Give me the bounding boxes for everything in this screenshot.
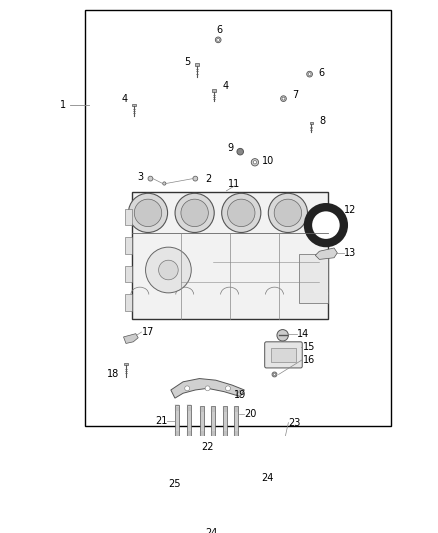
Circle shape (228, 199, 255, 227)
Bar (271, 348, 296, 362)
Bar (125, 209, 132, 225)
Bar (187, 405, 191, 437)
Text: 23: 23 (289, 418, 301, 427)
Circle shape (307, 71, 312, 77)
Text: 7: 7 (292, 91, 298, 100)
Bar (310, 122, 313, 124)
Bar (234, 406, 238, 437)
Text: 16: 16 (303, 355, 315, 365)
Text: 25: 25 (169, 479, 181, 489)
Bar (189, 507, 193, 533)
Text: 14: 14 (297, 329, 309, 338)
Bar (223, 406, 227, 437)
Circle shape (181, 199, 208, 227)
Circle shape (281, 96, 286, 101)
Polygon shape (171, 378, 244, 398)
Bar (299, 254, 328, 303)
Circle shape (205, 386, 210, 391)
Text: 8: 8 (320, 116, 326, 126)
Text: 18: 18 (107, 369, 119, 378)
Text: 24: 24 (205, 528, 218, 533)
Text: 12: 12 (344, 205, 357, 215)
Circle shape (308, 72, 311, 76)
Bar (132, 104, 136, 107)
Circle shape (308, 207, 344, 243)
Circle shape (185, 386, 190, 391)
Circle shape (162, 182, 166, 185)
Circle shape (217, 38, 219, 41)
Bar (125, 237, 132, 254)
Text: 3: 3 (138, 172, 144, 182)
Bar (132, 192, 328, 319)
Circle shape (273, 373, 276, 376)
Circle shape (134, 199, 162, 227)
Circle shape (148, 176, 153, 181)
Text: 5: 5 (184, 57, 190, 67)
Bar (212, 89, 216, 92)
Text: 22: 22 (201, 442, 214, 452)
Text: 9: 9 (227, 143, 233, 154)
Text: 4: 4 (223, 82, 229, 91)
Bar (201, 507, 205, 533)
Circle shape (277, 329, 288, 341)
Circle shape (268, 193, 307, 232)
Bar (244, 454, 248, 490)
Circle shape (222, 193, 261, 232)
Circle shape (282, 97, 285, 100)
Text: 20: 20 (245, 409, 257, 419)
Polygon shape (173, 498, 202, 513)
Text: 21: 21 (155, 416, 167, 426)
Text: 4: 4 (121, 94, 127, 103)
Bar (175, 405, 180, 437)
Text: 10: 10 (262, 156, 274, 166)
Text: 24: 24 (261, 473, 273, 483)
Text: 17: 17 (142, 327, 154, 337)
Circle shape (274, 199, 302, 227)
Circle shape (215, 37, 221, 43)
Text: 13: 13 (344, 248, 357, 258)
Bar (125, 295, 132, 311)
FancyBboxPatch shape (265, 342, 302, 368)
Polygon shape (315, 248, 337, 260)
Text: 2: 2 (205, 174, 212, 183)
Circle shape (226, 386, 230, 391)
Circle shape (145, 247, 191, 293)
Polygon shape (124, 334, 138, 343)
Text: 6: 6 (217, 25, 223, 35)
Bar (85, 10, 391, 426)
Bar (125, 266, 132, 282)
Circle shape (272, 372, 277, 377)
Text: 1: 1 (60, 100, 66, 110)
Circle shape (128, 193, 168, 232)
Bar (257, 454, 261, 490)
Circle shape (193, 176, 198, 181)
Bar (124, 362, 127, 365)
Bar (211, 406, 215, 437)
Bar (195, 63, 198, 66)
Bar (200, 406, 204, 437)
Circle shape (175, 193, 214, 232)
Polygon shape (256, 437, 285, 452)
Circle shape (159, 260, 178, 280)
Circle shape (251, 159, 258, 166)
Text: 15: 15 (303, 342, 315, 352)
Text: 19: 19 (234, 390, 246, 400)
Text: 11: 11 (228, 179, 240, 189)
Circle shape (253, 160, 257, 164)
Text: 6: 6 (318, 68, 324, 77)
Circle shape (237, 148, 244, 155)
